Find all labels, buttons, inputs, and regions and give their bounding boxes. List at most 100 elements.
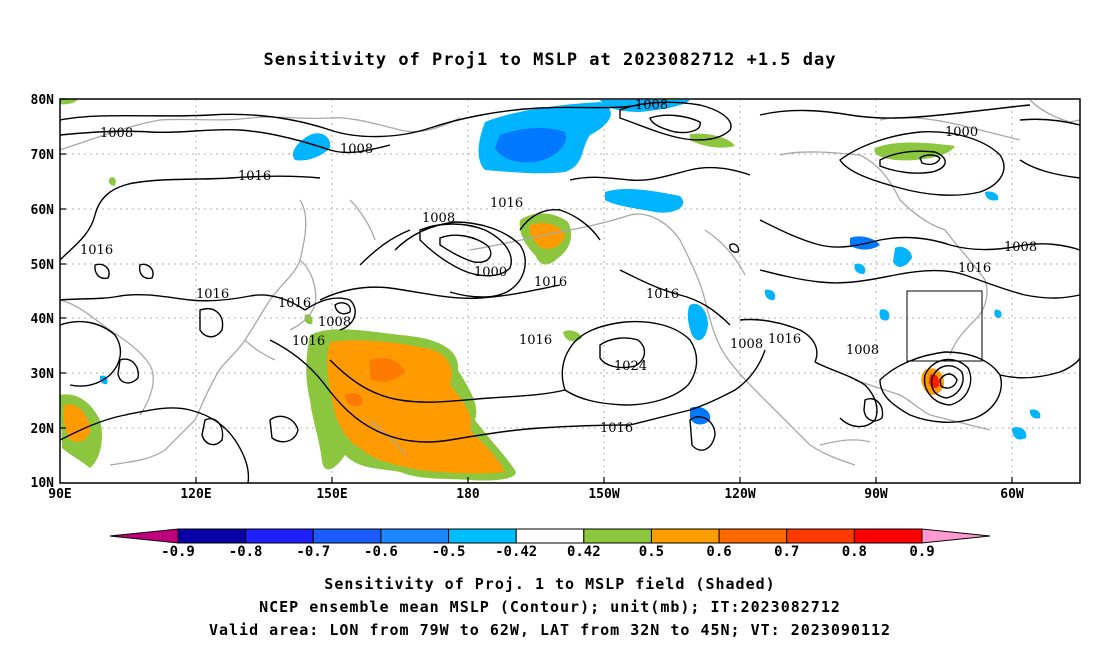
lon-tick-label: 120E (180, 487, 211, 502)
lon-tick-label: 90E (48, 487, 71, 502)
coastlines (59, 99, 1081, 466)
negative-region-2 (605, 189, 684, 213)
caption-line-2: NCEP ensemble mean MSLP (Contour); unit(… (259, 598, 841, 616)
axis-ticks (60, 98, 1013, 483)
lat-tick-label: 30N (31, 367, 55, 382)
positive-region-small-2 (304, 314, 313, 325)
positive-region-arctic-2 (690, 133, 735, 148)
colorbar-label: -0.9 (161, 544, 195, 560)
contour-label: 1016 (238, 169, 271, 184)
colorbar-swatch (177, 528, 247, 544)
colorbar-label: 0.7 (774, 544, 800, 560)
lon-tick-labels: 90E 120E 150E 180 150W 120W 90W 60W (48, 487, 1024, 502)
map-title: Sensitivity of Proj1 to MSLP at 20230827… (263, 50, 837, 70)
lat-tick-label: 50N (31, 258, 55, 273)
colorbar (109, 528, 991, 544)
colorbar-swatch (312, 528, 382, 544)
caption-line-1: Sensitivity of Proj. 1 to MSLP field (Sh… (324, 575, 776, 593)
colorbar-label: 0.8 (841, 544, 867, 560)
colorbar-label: -0.8 (228, 544, 263, 560)
contour-label: 1016 (519, 333, 552, 348)
contour-label: 1000 (474, 265, 507, 280)
colorbar-swatch (583, 528, 652, 544)
colorbar-label: -0.7 (296, 544, 331, 560)
lon-tick-label: 90W (864, 487, 888, 502)
contour-label: 1008 (1004, 240, 1037, 255)
contour-label: 1016 (196, 287, 229, 302)
colorbar-label: 0.5 (638, 544, 665, 560)
contour-label: 1016 (768, 332, 801, 347)
colorbar-label: -0.42 (495, 544, 538, 560)
lon-tick-label: 180 (456, 487, 480, 502)
lat-tick-label: 20N (31, 422, 55, 437)
colorbar-label: 0.9 (909, 544, 935, 560)
contour-label: 1016 (600, 421, 633, 436)
positive-region-small-3 (108, 177, 116, 186)
contour-label: 1016 (292, 334, 325, 349)
colorbar-label: 0.42 (566, 544, 601, 560)
lon-tick-label: 60W (1000, 487, 1024, 502)
colorbar-swatch (380, 528, 450, 544)
lat-tick-label: 70N (31, 148, 55, 163)
contour-label-group: 1008 1008 1008 1016 1016 1008 1016 1016 … (80, 98, 1037, 436)
contour-label: 1016 (278, 296, 311, 311)
colorbar-swatch (921, 528, 991, 544)
colorbar-swatch (109, 528, 179, 544)
valid-area-box (906, 290, 983, 362)
colorbar-swatch (786, 528, 855, 544)
contour-label: 1008 (730, 337, 763, 352)
colorbar-label: 0.6 (706, 544, 732, 560)
colorbar-label: -0.6 (364, 544, 398, 560)
positive-region-small-4 (60, 99, 78, 105)
contour-label: 1008 (318, 315, 351, 330)
contour-label: 1024 (614, 359, 647, 374)
lat-tick-labels: 80N 70N 60N 50N 40N 30N 20N 10N (31, 93, 55, 491)
contour-label: 1016 (80, 243, 113, 258)
contour-label: 1016 (646, 287, 679, 302)
lat-tick-label: 80N (31, 93, 55, 108)
darkorange-region-1 (370, 358, 405, 382)
orange-region-north-pacific (529, 223, 565, 249)
contour-label: 1008 (846, 343, 879, 358)
lon-tick-label: 150W (588, 487, 619, 502)
mslp-contours (59, 101, 1081, 484)
contour-label: 1008 (422, 211, 455, 226)
contour-label: 1008 (340, 142, 373, 157)
colorbar-swatch (650, 528, 720, 544)
colorbar-swatch (718, 528, 788, 544)
negative-region-3 (687, 303, 708, 341)
caption-line-3: Valid area: LON from 79W to 62W, LAT fro… (208, 621, 892, 639)
lon-tick-label: 150E (316, 487, 347, 502)
contour-label: 1016 (490, 196, 523, 211)
contour-label: 1016 (958, 261, 991, 276)
lon-tick-label: 120W (724, 487, 755, 502)
negative-region-10 (764, 289, 776, 301)
contour-label: 1008 (635, 98, 668, 113)
map-frame (59, 98, 1081, 484)
colorbar-swatch (448, 528, 517, 544)
contour-label: 1000 (945, 125, 978, 140)
colorbar-swatch (245, 528, 314, 544)
negative-region-11 (854, 263, 866, 274)
colorbar-label: -0.5 (431, 544, 466, 560)
negative-region-4 (690, 406, 711, 425)
negative-region-7 (985, 191, 999, 201)
negative-region-8 (1012, 427, 1027, 440)
sensitivity-shading (60, 99, 1041, 481)
negative-region-12 (879, 309, 890, 321)
lat-tick-label: 40N (31, 312, 55, 327)
orange-region-india (63, 404, 91, 442)
lat-tick-label: 10N (31, 476, 55, 491)
colorbar-swatch (515, 528, 585, 544)
contour-label: 1016 (534, 275, 567, 290)
contour-label: 1008 (100, 126, 133, 141)
lat-tick-label: 60N (31, 203, 55, 218)
darkorange-region-2 (345, 393, 363, 406)
colorbar-swatch (853, 528, 923, 544)
negative-region-14 (994, 309, 1002, 318)
negative-region-9 (1029, 409, 1041, 419)
negative-region-6 (893, 246, 912, 267)
negative-region-arctic-core (495, 128, 566, 163)
negative-region-1 (292, 133, 331, 161)
